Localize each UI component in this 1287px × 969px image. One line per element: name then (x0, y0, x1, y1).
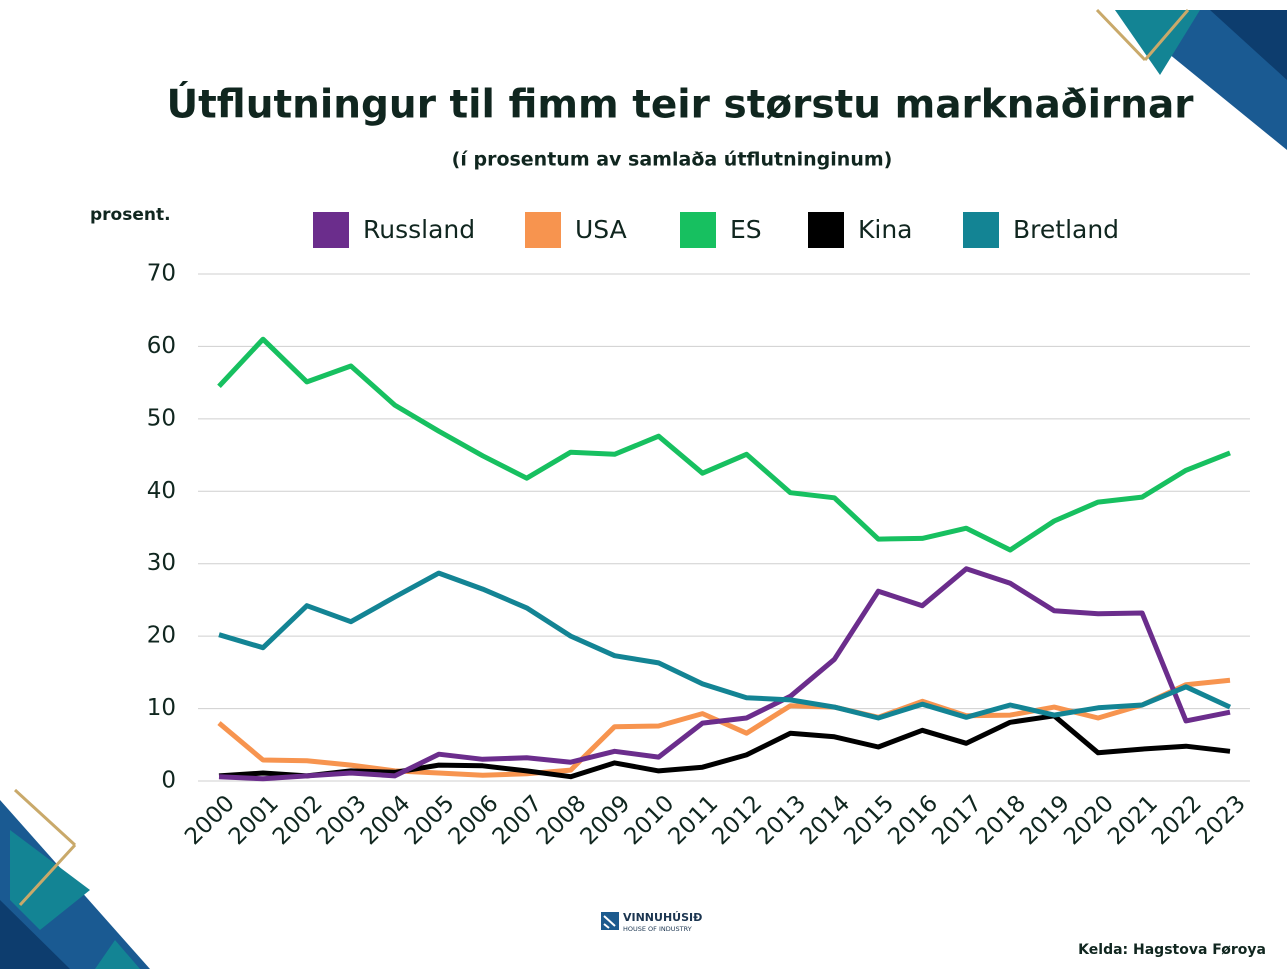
x-tick-label: 2000 (180, 790, 240, 850)
x-tick-label: 2003 (312, 790, 372, 850)
series-line (219, 339, 1230, 550)
x-tick-label: 2012 (708, 790, 768, 850)
chart: Útflutningur til fimm teir størstu markn… (0, 0, 1287, 969)
y-tick-label: 70 (147, 261, 176, 287)
logo-tagline: HOUSE OF INDUSTRY (623, 925, 692, 933)
x-tick-label: 2020 (1059, 790, 1119, 850)
chart-subtitle: (í prosentum av samlaða útflutninginum) (452, 149, 893, 171)
legend-label: ES (730, 215, 762, 244)
chart-title: Útflutningur til fimm teir størstu markn… (166, 81, 1194, 128)
logo: VINNUHÚSIÐ HOUSE OF INDUSTRY (601, 911, 702, 933)
x-tick-label: 2004 (356, 790, 416, 850)
x-tick-label: 2019 (1015, 790, 1075, 850)
x-tick-label: 2001 (224, 790, 284, 850)
x-tick-label: 2005 (400, 790, 460, 850)
legend-swatch (808, 212, 844, 248)
y-tick-label: 20 (147, 623, 176, 649)
source: Kelda: Hagstova Føroya (1078, 942, 1266, 958)
legend-swatch (963, 212, 999, 248)
x-tick-label: 2018 (971, 790, 1031, 850)
logo-name: VINNUHÚSIÐ (623, 911, 702, 924)
legend-label: Bretland (1013, 215, 1119, 244)
y-tick-label: 50 (147, 405, 176, 431)
y-axis-label: prosent. (90, 205, 171, 225)
y-tick-label: 30 (147, 550, 176, 576)
x-tick-label: 2014 (795, 790, 855, 850)
x-tick-label: 2002 (268, 790, 328, 850)
x-tick-label: 2022 (1147, 790, 1207, 850)
x-tick-label: 2016 (883, 790, 943, 850)
x-tick-label: 2015 (839, 790, 899, 850)
x-tick-label: 2010 (620, 790, 680, 850)
legend-label: Kina (858, 215, 913, 244)
x-tick-label: 2023 (1191, 790, 1251, 850)
legend-swatch (525, 212, 561, 248)
y-tick-label: 40 (147, 478, 176, 504)
x-tick-label: 2013 (751, 790, 811, 850)
series-line (219, 573, 1230, 718)
y-tick-label: 10 (147, 695, 176, 721)
x-tick-label: 2006 (444, 790, 504, 850)
legend-swatch (680, 212, 716, 248)
x-tick-label: 2008 (532, 790, 592, 850)
x-tick-label: 2009 (576, 790, 636, 850)
y-tick-label: 0 (161, 768, 176, 794)
y-tick-label: 60 (147, 333, 176, 359)
x-tick-label: 2007 (488, 790, 548, 850)
series-line (219, 569, 1230, 779)
x-tick-label: 2017 (927, 790, 987, 850)
x-tick-label: 2011 (664, 790, 724, 850)
legend-swatch (313, 212, 349, 248)
legend-label: USA (575, 215, 627, 244)
x-tick-label: 2021 (1103, 790, 1163, 850)
legend-label: Russland (363, 215, 475, 244)
